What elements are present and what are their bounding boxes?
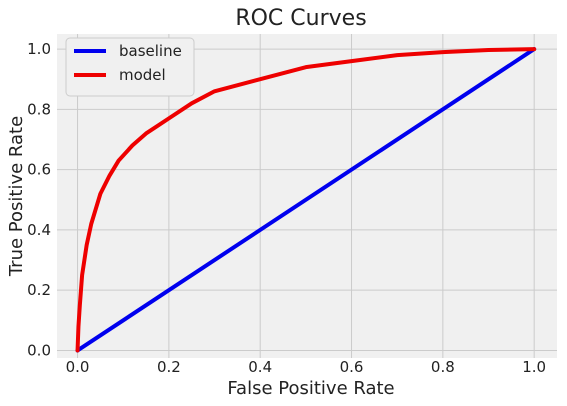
chart-title: ROC Curves bbox=[235, 6, 366, 31]
x-axis-label: False Positive Rate bbox=[227, 378, 394, 399]
x-tick-label: 0.8 bbox=[431, 358, 455, 376]
series-line-model bbox=[75, 47, 537, 353]
grid bbox=[57, 34, 557, 358]
legend: baseline model bbox=[65, 37, 195, 97]
x-tick-label: 0.4 bbox=[248, 358, 272, 376]
series-lines bbox=[75, 47, 537, 353]
y-tick-label: 0.6 bbox=[27, 161, 51, 179]
y-tick-label: 0.8 bbox=[27, 100, 51, 118]
series-line-baseline bbox=[75, 47, 537, 353]
legend-label-model: model bbox=[119, 66, 166, 84]
x-tick-label: 0.2 bbox=[157, 358, 181, 376]
legend-label-baseline: baseline bbox=[119, 42, 182, 60]
y-tick-label: 0.4 bbox=[27, 221, 51, 239]
y-tick-label: 1.0 bbox=[27, 40, 51, 58]
y-tick-label: 0.0 bbox=[27, 341, 51, 359]
x-tick-label: 0.6 bbox=[340, 358, 364, 376]
x-tick-label: 0.0 bbox=[66, 358, 90, 376]
tick-labels: 0.0 0.2 0.4 0.6 0.8 1.0 0.0 0.2 0.4 0.6 0.8 1.0 bbox=[27, 40, 546, 376]
y-tick-label: 0.2 bbox=[27, 281, 51, 299]
y-axis-label: True Positive Rate bbox=[6, 116, 27, 277]
x-tick-label: 1.0 bbox=[522, 358, 546, 376]
